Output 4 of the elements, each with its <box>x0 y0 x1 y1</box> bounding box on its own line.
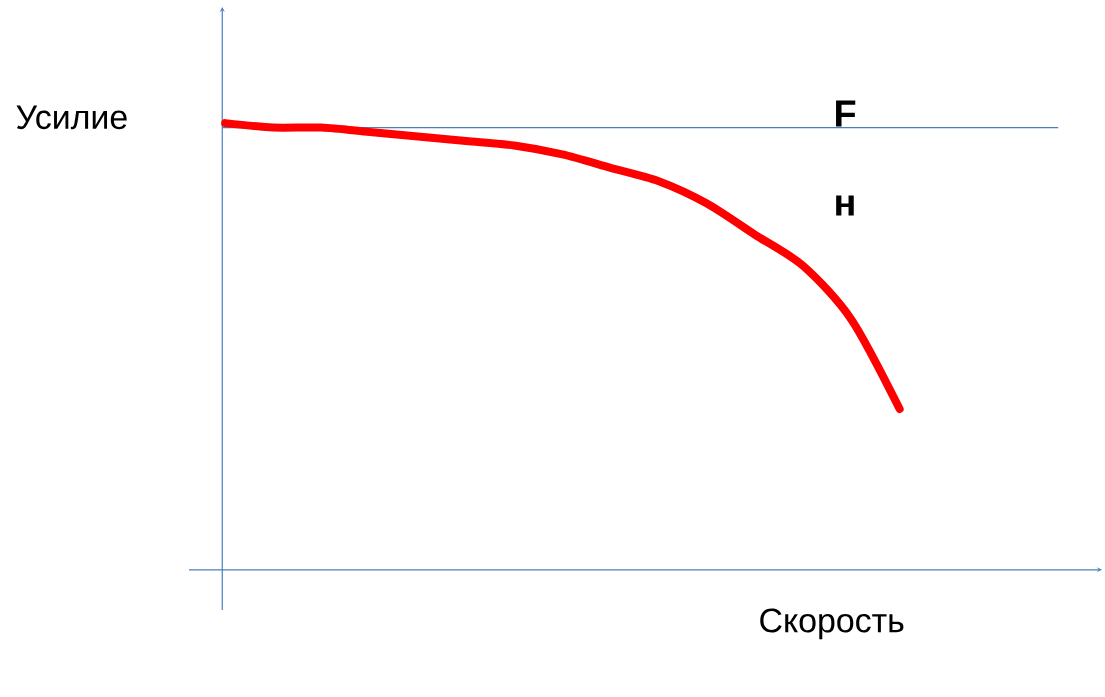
y-axis-title: Усилие <box>16 105 127 130</box>
x-axis-title: Скорость <box>760 608 904 640</box>
annotation: F <box>836 100 856 127</box>
annotation: н <box>836 195 854 216</box>
